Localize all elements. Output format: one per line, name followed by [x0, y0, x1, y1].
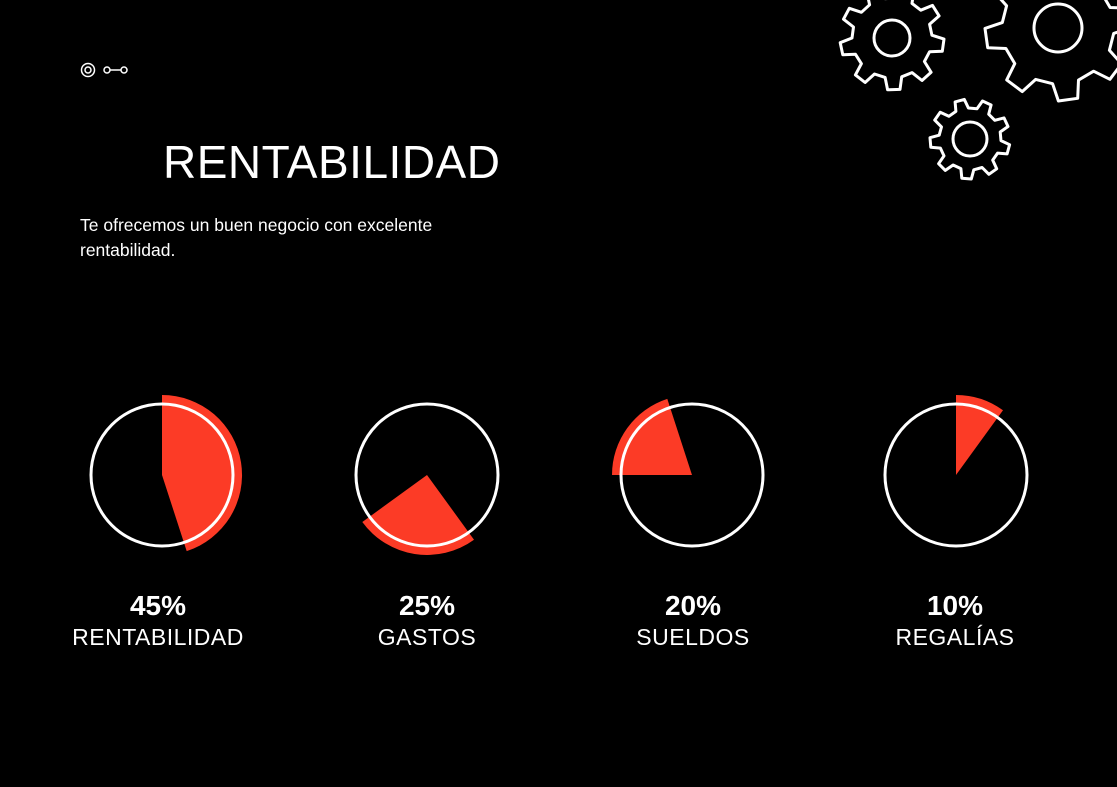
- stat-rentabilidad: 45% RENTABILIDAD: [38, 590, 278, 652]
- pie-slice-sueldos: [612, 398, 692, 475]
- pie-slice-regalias: [956, 395, 1003, 475]
- stat-label: REGALÍAS: [895, 624, 1015, 650]
- stat-gastos: 25% GASTOS: [307, 590, 547, 652]
- logo-icon: [80, 62, 128, 78]
- stat-label: RENTABILIDAD: [72, 624, 244, 650]
- stat-sueldos: 20% SUELDOS: [573, 590, 813, 652]
- stat-regalias: 10% REGALÍAS: [835, 590, 1075, 652]
- stat-value: 45%: [129, 590, 187, 621]
- gear-hub: [872, 18, 912, 58]
- gear-hub: [1032, 2, 1084, 54]
- page-title: RENTABILIDAD: [163, 136, 501, 188]
- stat-value: 10%: [926, 590, 984, 621]
- stat-label: SUELDOS: [636, 624, 750, 650]
- pie-slice-rentabilidad: [162, 395, 243, 552]
- gear-outline: [983, 0, 1117, 103]
- page-subtitle: Te ofrecemos un buen negocio con excelen…: [80, 215, 433, 260]
- pie-ring-gastos: [354, 402, 500, 548]
- stat-value: 25%: [398, 590, 456, 621]
- gear-hub: [951, 120, 989, 158]
- gears-icon: [838, 0, 1117, 181]
- pie-ring-sueldos: [619, 402, 765, 548]
- stat-label: GASTOS: [377, 624, 477, 650]
- pie-ring-rentabilidad: [89, 402, 235, 548]
- gear-outline: [838, 0, 946, 92]
- gear-outline: [928, 97, 1012, 181]
- pie-slice-gastos: [362, 475, 474, 555]
- pie-ring-regalias: [883, 402, 1029, 548]
- stat-value: 20%: [664, 590, 722, 621]
